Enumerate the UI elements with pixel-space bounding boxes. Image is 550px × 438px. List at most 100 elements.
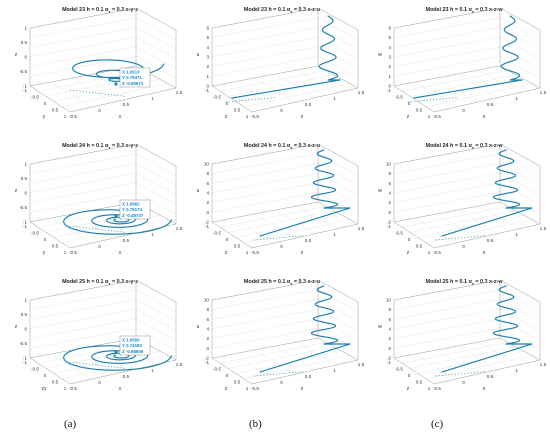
y-axis-label: z xyxy=(407,114,410,120)
x-tick-label: 0 xyxy=(462,244,465,249)
gridline xyxy=(29,27,137,48)
x-tick-label: 0.5 xyxy=(123,238,130,243)
gridline xyxy=(135,27,177,50)
trajectory-dots xyxy=(253,235,304,241)
gridline xyxy=(219,70,327,92)
z-tick-label: 1 xyxy=(388,74,391,79)
z-tick-label: 8 xyxy=(206,171,209,176)
y-tick-label: -1 xyxy=(387,360,392,365)
x-tick-label: 0.5 xyxy=(123,102,130,107)
gridline xyxy=(29,17,137,38)
axes-box xyxy=(29,279,177,360)
gridline xyxy=(478,69,519,93)
axes-box xyxy=(393,300,541,385)
gridline xyxy=(135,328,177,351)
gridline xyxy=(393,17,501,38)
gridline xyxy=(499,172,541,196)
gridline xyxy=(211,308,319,330)
gridline xyxy=(211,17,319,38)
trajectory-dots xyxy=(69,361,128,369)
y-tick-label: 0.5 xyxy=(416,244,423,249)
y-axis-label: y xyxy=(43,114,46,120)
trajectory-line xyxy=(441,285,533,373)
axes-box xyxy=(393,7,541,88)
gridline xyxy=(499,56,541,79)
gridline xyxy=(499,163,541,186)
trajectory-dots xyxy=(69,225,128,233)
z-tick-label: -1 xyxy=(23,356,28,361)
x-axis-label: x xyxy=(301,250,304,256)
z-tick-label: 6 xyxy=(388,26,391,31)
y-tick-label: -1 xyxy=(205,88,210,93)
datatip-line: X 1.0513 xyxy=(122,70,140,75)
gridline xyxy=(317,163,359,186)
gridline xyxy=(243,83,351,108)
datatip-box xyxy=(119,67,151,88)
y-axis-label: z xyxy=(225,386,228,392)
z-tick-label: -1 xyxy=(23,220,28,225)
z-tick-label: 6 xyxy=(206,181,209,186)
gridline xyxy=(499,299,541,322)
plot-title: Model 25 h = 0.1 αx = 0.3 x-y-z xyxy=(62,279,138,286)
gridline xyxy=(457,209,498,234)
z-tick-label: -0.5 xyxy=(19,341,27,346)
x-tick-label: 1 xyxy=(333,96,336,101)
gridline xyxy=(29,328,137,349)
gridline xyxy=(211,153,319,174)
x-tick-label: -0.5 xyxy=(433,114,441,119)
gridline xyxy=(135,299,177,322)
z-tick-label: 8 xyxy=(388,171,391,176)
gridline xyxy=(436,349,477,375)
gridline xyxy=(393,56,501,77)
trajectory-line xyxy=(441,149,533,237)
gridline xyxy=(499,46,541,69)
gridline xyxy=(219,206,327,228)
y-tick-label: -0.5 xyxy=(213,367,221,372)
x-tick-label: 0.5 xyxy=(305,102,312,107)
z-tick-label: 0 xyxy=(206,84,209,89)
z-tick-label: 0 xyxy=(24,55,27,60)
gridline xyxy=(227,74,335,97)
y-tick-label: -0.5 xyxy=(31,231,39,236)
figure-grid: Model 23 h = 0.1 αx = 0.3 x-y-z-1-0.500.… xyxy=(15,7,547,392)
x-tick-label: 1.5 xyxy=(540,90,547,95)
z-tick-label: 0 xyxy=(206,346,209,351)
gridline xyxy=(93,73,134,98)
gridline xyxy=(29,318,137,339)
x-tick-label: 0 xyxy=(280,244,283,249)
axes-box xyxy=(211,28,359,113)
gridline xyxy=(211,46,319,67)
y-tick-label: -0.5 xyxy=(31,95,39,100)
z-tick-label: -0.5 xyxy=(19,69,27,74)
y-tick-label: 1 xyxy=(246,114,249,119)
gridline xyxy=(393,328,501,349)
x-tick-label: 1 xyxy=(333,232,336,237)
y-tick-label: 1 xyxy=(64,250,67,255)
x-tick-label: 1 xyxy=(333,368,336,373)
gridline xyxy=(135,308,177,332)
gridline xyxy=(72,77,113,103)
plot-panel-1: Model 23 h = 0.1 αx = 0.3 x-y-z-1-0.500.… xyxy=(15,7,183,120)
z-tick-label: -0.5 xyxy=(19,205,27,210)
x-tick-label: 1 xyxy=(151,368,154,373)
gridline xyxy=(211,163,319,184)
plot-title: Model 23 h = 0.1 αx = 0.3 x-z-w xyxy=(425,7,503,14)
z-tick-label: 0.5 xyxy=(21,312,28,317)
gridline xyxy=(211,289,319,310)
y-tick-label: 0.5 xyxy=(52,108,59,113)
gridline xyxy=(393,289,501,310)
y-axis-label: z xyxy=(225,114,228,120)
y-axis-label: zy xyxy=(42,386,48,392)
gridline xyxy=(317,56,359,79)
x-tick-label: 0 xyxy=(462,108,465,113)
gridline xyxy=(135,182,177,205)
x-tick-label: 1 xyxy=(515,368,518,373)
gridline xyxy=(227,210,335,233)
y-tick-label: -0.5 xyxy=(395,367,403,372)
gridline xyxy=(499,17,541,40)
gridline xyxy=(211,172,319,194)
gridline xyxy=(317,36,359,60)
gridline xyxy=(317,308,359,332)
y-tick-label: -1 xyxy=(387,224,392,229)
axes-box xyxy=(393,143,541,224)
